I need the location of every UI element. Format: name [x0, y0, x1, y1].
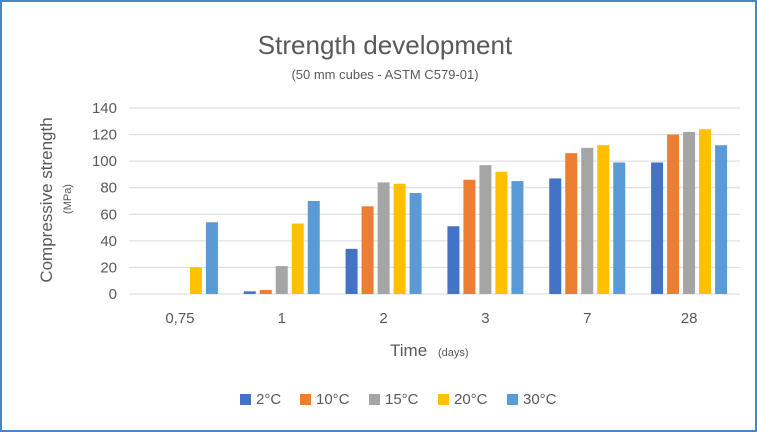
y-axis-label: Compressive strength — [37, 117, 56, 282]
bar-2-series-3 — [393, 183, 406, 294]
x-axis-unit: (days) — [438, 347, 469, 359]
bar-7-series-0 — [549, 178, 562, 294]
legend-swatch-3 — [438, 394, 449, 405]
y-tick-label-7: 140 — [92, 100, 117, 117]
bar-28-series-3 — [699, 129, 712, 294]
bar-1-series-0 — [243, 291, 256, 294]
bar-3-series-0 — [447, 226, 460, 294]
bar-1-series-4 — [307, 201, 320, 294]
bar-2-series-0 — [345, 248, 358, 294]
bar-0-75-series-3 — [189, 267, 202, 294]
gridlines — [129, 107, 740, 295]
y-tick-label-2: 40 — [100, 233, 117, 250]
bar-28-series-1 — [667, 134, 680, 294]
bar-2-series-2 — [377, 182, 390, 294]
y-tick-label-6: 120 — [92, 127, 117, 144]
y-axis-unit: (MPa) — [62, 184, 74, 214]
bar-3-series-2 — [479, 165, 492, 294]
x-tick-label-1: 1 — [278, 310, 286, 327]
legend-label-0: 2°C — [256, 391, 281, 408]
bar-1-series-2 — [275, 266, 288, 294]
legend-swatch-0 — [240, 394, 251, 405]
legend-swatch-2 — [369, 394, 380, 405]
y-axis-ticks: 0 20 40 60 80 100 120 140 — [92, 100, 117, 303]
y-tick-label-0: 0 — [109, 286, 117, 303]
bar-1-series-3 — [291, 223, 304, 294]
bar-7-series-3 — [597, 145, 610, 294]
x-axis-label: Time — [390, 341, 427, 360]
bar-0-75-series-4 — [205, 222, 218, 294]
legend-label-1: 10°C — [316, 391, 350, 408]
bar-7-series-2 — [581, 147, 594, 294]
bars — [189, 129, 728, 294]
bar-28-series-2 — [683, 131, 696, 294]
bar-3-series-3 — [495, 171, 508, 294]
bar-1-series-1 — [259, 290, 272, 294]
legend-swatch-1 — [300, 394, 311, 405]
y-tick-label-3: 60 — [100, 206, 117, 223]
x-tick-label-0: 0,75 — [165, 310, 194, 327]
chart-title: Strength development — [258, 30, 513, 60]
bar-3-series-1 — [463, 179, 476, 294]
legend-label-3: 20°C — [454, 391, 488, 408]
y-tick-label-5: 100 — [92, 153, 117, 170]
bar-7-series-4 — [613, 162, 626, 294]
y-tick-label-4: 80 — [100, 180, 117, 197]
bar-28-series-4 — [715, 145, 728, 294]
x-tick-label-3: 3 — [481, 310, 489, 327]
bar-2-series-1 — [361, 206, 374, 294]
x-tick-label-2: 2 — [379, 310, 387, 327]
x-tick-label-4: 7 — [583, 310, 591, 327]
bar-28-series-0 — [651, 162, 664, 294]
chart-subtitle: (50 mm cubes - ASTM C579-01) — [291, 67, 478, 82]
legend-swatch-4 — [507, 394, 518, 405]
legend-label-4: 30°C — [523, 391, 557, 408]
bar-3-series-4 — [511, 181, 524, 294]
y-tick-label-1: 20 — [100, 259, 117, 276]
x-tick-label-5: 28 — [681, 310, 698, 327]
legend: 2°C 10°C 15°C 20°C 30°C — [240, 391, 557, 408]
bar-2-series-4 — [409, 193, 422, 294]
x-axis-ticks: 0,75 1 2 3 7 28 — [165, 310, 697, 327]
legend-label-2: 15°C — [385, 391, 419, 408]
bar-7-series-1 — [565, 153, 578, 294]
